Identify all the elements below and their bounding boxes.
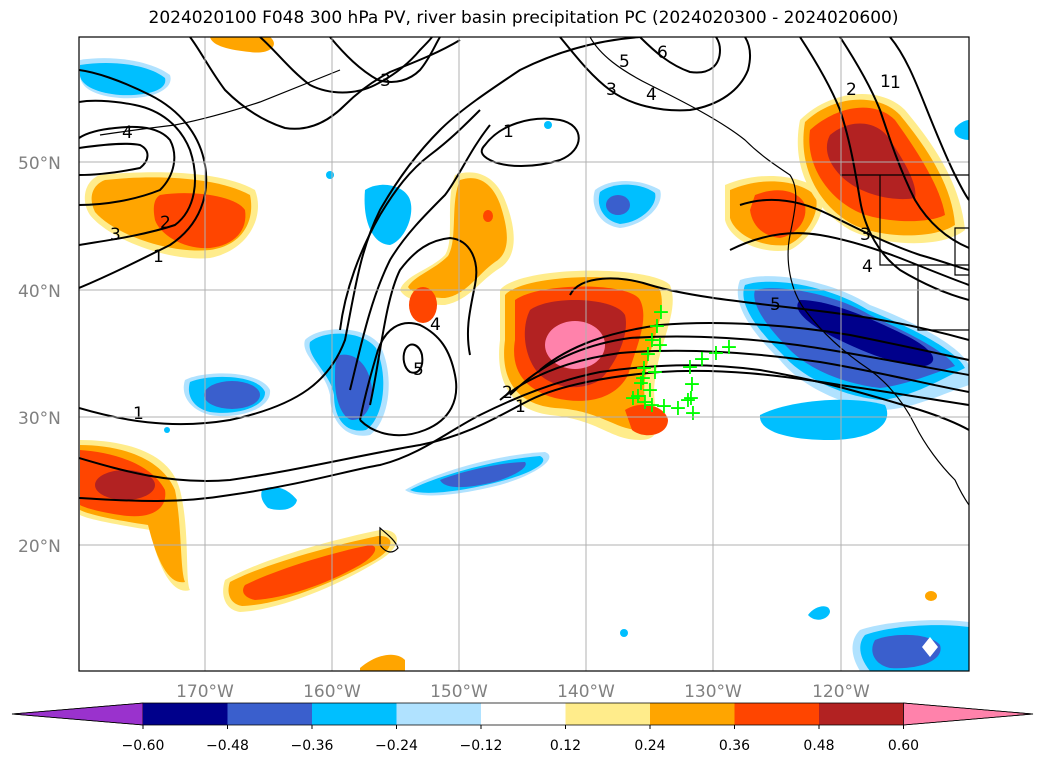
plus-marker-icon: + (632, 371, 650, 396)
contour-label: 3 (110, 225, 121, 245)
colorbar-right-arrow (903, 702, 1034, 726)
contour-label: 5 (413, 360, 424, 380)
colorbar-tick-label: 0.12 (550, 738, 581, 754)
contour-label: 2 (502, 383, 513, 403)
plus-marker-icon: + (720, 335, 738, 360)
colorbar-segment (227, 703, 313, 725)
colorbar-segment (143, 703, 228, 725)
colorbar-tick-label: −0.12 (460, 738, 503, 754)
contour-label: 4 (430, 315, 441, 335)
latitude-labels: 50°N 40°N 30°N 20°N (18, 154, 61, 557)
plus-marker-icon: + (693, 347, 711, 372)
plus-marker-icon: + (634, 366, 652, 391)
contour-label-group: 4 3 1 2 3 1 3 4 6 5 1 2 1 3 4 4 5 5 2 1 … (110, 43, 901, 424)
plus-marker-icon: + (681, 355, 699, 380)
colorbar-segment (312, 703, 397, 725)
contour-label: 3 (860, 225, 871, 245)
plus-marker-icon: + (629, 384, 647, 409)
lon-label: 150°W (430, 682, 488, 702)
plus-marker-icon: + (643, 328, 661, 353)
plus-marker-icon: + (707, 341, 725, 366)
lat-label: 40°N (18, 282, 61, 302)
plus-marker-icon: + (635, 356, 653, 381)
contour-label: 4 (122, 123, 133, 143)
contour-label: 3 (606, 80, 617, 100)
lon-label: 160°W (303, 682, 361, 702)
lon-label: 120°W (812, 682, 870, 702)
plus-marker-icon: + (648, 314, 666, 339)
colorbar-segment (734, 703, 820, 725)
plus-marker-icon: + (684, 401, 702, 426)
contour-label: 2 (160, 213, 171, 233)
contour-label: 1 (515, 397, 526, 417)
longitude-labels: 170°W 160°W 150°W 140°W 130°W 120°W (176, 682, 870, 702)
contour-label: 4 (646, 85, 657, 105)
lat-label: 50°N (18, 154, 61, 174)
contour-label: 3 (380, 71, 391, 91)
pv-contours (79, 37, 969, 503)
contour-label: 5 (619, 52, 630, 72)
colorbar-tick-label: 0.24 (634, 738, 665, 754)
map-frame (78, 36, 970, 672)
lon-label: 170°W (176, 682, 234, 702)
plus-marker-icon: + (679, 388, 697, 413)
plus-marker-icon: + (636, 390, 654, 415)
colorbar-labels: −0.60 −0.48 −0.36 −0.24 −0.12 0.12 0.24 0.36 0.4… (122, 725, 919, 754)
lat-label: 20°N (18, 537, 61, 557)
colorbar-tick-label: −0.24 (375, 738, 418, 754)
colorbar-tick-label: 0.36 (719, 738, 750, 754)
contour-label: 6 (657, 43, 668, 63)
colorbar-tick-label: 0.60 (888, 738, 919, 754)
colorbar-segment (650, 703, 735, 725)
lon-label: 140°W (557, 682, 615, 702)
plus-marker-icon: + (682, 386, 700, 411)
colorbar-tick-label: −0.36 (291, 738, 334, 754)
contour-label: 1 (880, 72, 891, 92)
plus-marker-icon: + (639, 342, 657, 367)
contour-label: 1 (890, 73, 901, 93)
plus-marker-icon: + (652, 300, 670, 325)
contour-label: 4 (862, 257, 873, 277)
lat-label: 30°N (18, 409, 61, 429)
contour-label: 2 (846, 80, 857, 100)
map-area: +++++++++++++++++++++++ + 4 3 1 2 3 1 3 4… (79, 37, 969, 671)
contour-label: 1 (503, 122, 514, 142)
plus-marker-icon: + (669, 396, 687, 421)
colorbar-tick-label: −0.60 (122, 738, 165, 754)
plus-marker-icon: + (646, 360, 664, 385)
colorbar-tick-label: −0.48 (206, 738, 249, 754)
colorbar-segment (565, 703, 651, 725)
plus-marker-icon: + (655, 394, 673, 419)
colorbar (11, 702, 1034, 726)
colorbar-segment (481, 703, 566, 725)
contour-label: 1 (133, 404, 144, 424)
plus-marker-icon: + (683, 372, 701, 397)
plus-marker-icon: + (643, 393, 661, 418)
marker-group: +++++++++++++++++++++++ + (624, 300, 738, 426)
colorbar-segment (396, 703, 482, 725)
colorbar-left-arrow (11, 702, 144, 726)
plus-marker-icon: + (651, 333, 669, 358)
colorbar-tick-label: 0.48 (803, 738, 834, 754)
plus-marker-icon: + (641, 378, 659, 403)
contour-label: 1 (153, 247, 164, 267)
plus-marker-icon: + (624, 386, 642, 411)
negative-anomaly-fills (80, 58, 969, 671)
lon-label: 130°W (684, 682, 742, 702)
contour-label: 5 (770, 295, 781, 315)
colorbar-segment (819, 703, 904, 725)
map-title: 2024020100 F048 300 hPa PV, river basin … (148, 8, 899, 28)
gridlines (79, 37, 969, 671)
